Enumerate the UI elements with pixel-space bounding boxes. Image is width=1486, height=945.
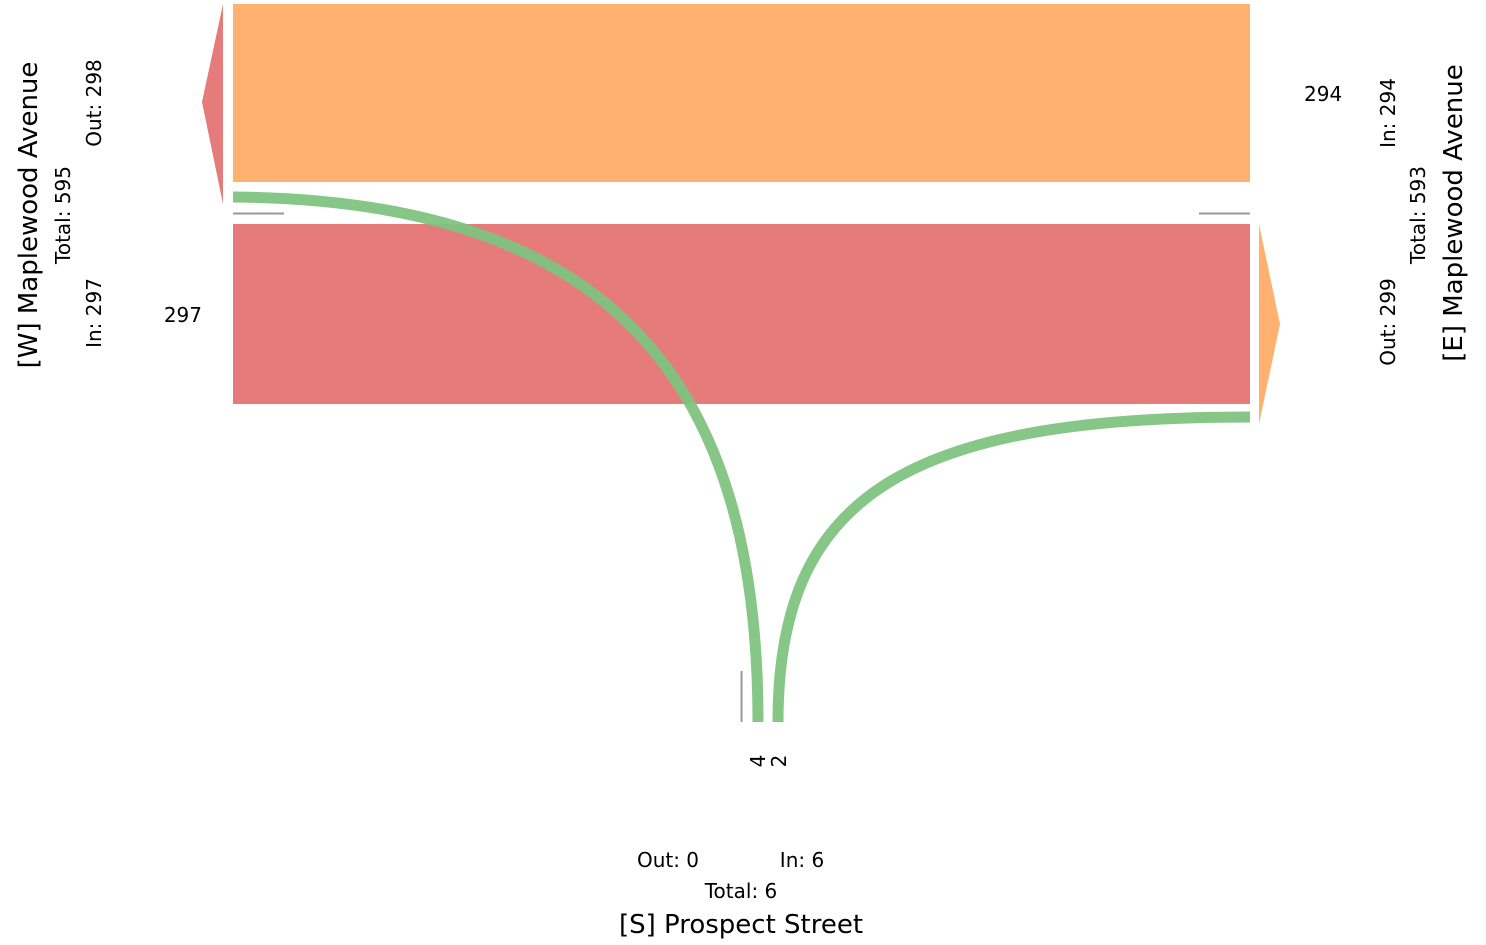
flow-band-west-to-east [233,224,1250,404]
west-outbound-arrow [202,4,223,204]
east-outbound-arrow [1259,224,1280,424]
flow-value-east-to-west: 294 [1304,82,1342,106]
east-approach-in: In: 294 [1376,78,1400,148]
west-approach-in: In: 297 [82,278,106,348]
south-approach-out: Out: 0 [637,848,699,872]
south-approach-total: Total: 6 [704,879,778,903]
east-approach-name: [E] Maplewood Avenue [1439,64,1469,362]
flow-band-east-to-west [233,4,1250,182]
east-approach-total: Total: 593 [1406,166,1430,265]
south-approach-name: [S] Prospect Street [619,910,863,940]
west-approach-name: [W] Maplewood Avenue [14,62,44,369]
east-approach-out: Out: 299 [1376,278,1400,366]
flow-curve-south-to-west [232,191,764,723]
flow-value-south-to-east: 2 [767,755,791,768]
flow-value-south-to-west: 4 [746,755,770,768]
west-approach-out: Out: 298 [82,59,106,147]
flow-curve-south-to-east [772,411,1251,723]
west-approach-total: Total: 595 [51,166,75,265]
flow-value-west-to-east: 297 [164,303,202,327]
south-approach-in: In: 6 [780,848,824,872]
